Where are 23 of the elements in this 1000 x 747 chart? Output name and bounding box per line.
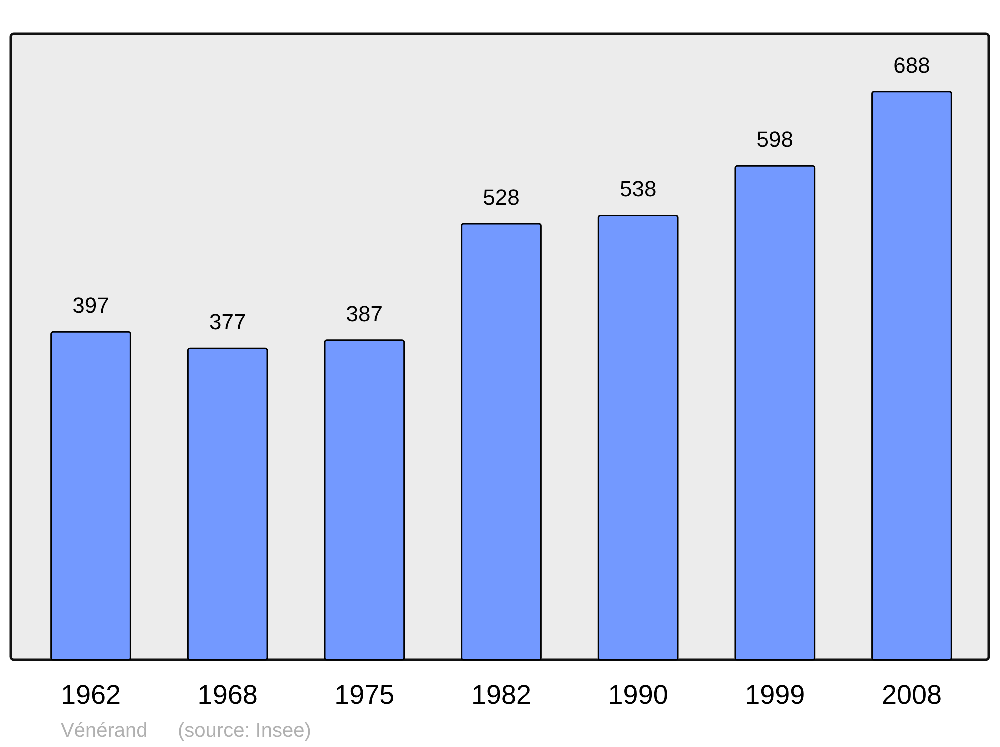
x-tick-label: 1982 [471, 680, 532, 710]
x-tick-label: 1990 [608, 680, 668, 710]
data-label: 598 [756, 127, 794, 152]
data-label: 688 [894, 52, 930, 78]
bar [598, 214, 679, 661]
x-tick-label: 2008 [882, 680, 942, 710]
data-label: 387 [346, 301, 384, 326]
data-label: 538 [620, 176, 657, 202]
data-label: 377 [209, 310, 246, 335]
text: Vénérand [61, 720, 148, 742]
bar [187, 348, 268, 661]
x-tick-label: 1999 [745, 680, 806, 710]
bar [734, 165, 816, 661]
bar [50, 331, 132, 661]
bar [461, 223, 542, 661]
text: (source: Insee) [178, 720, 312, 742]
bar [324, 340, 406, 661]
data-label: 397 [72, 293, 110, 318]
x-tick-label: 1962 [60, 680, 122, 710]
data-label: 528 [483, 184, 520, 210]
bar [872, 91, 952, 661]
x-tick-label: 1975 [334, 680, 395, 710]
x-tick-label: 1968 [198, 680, 258, 710]
